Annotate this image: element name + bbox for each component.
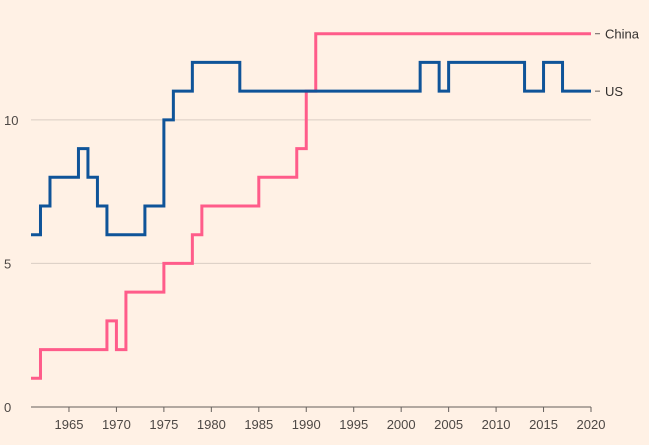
x-axis bbox=[31, 406, 592, 412]
series-label-us: US bbox=[605, 84, 623, 99]
series-lines bbox=[31, 32, 591, 380]
y-tick-label-0: 0 bbox=[4, 400, 11, 415]
x-tick-label-2020: 2020 bbox=[577, 417, 606, 432]
series-label-china: China bbox=[605, 27, 640, 42]
x-tick-label-2005: 2005 bbox=[434, 417, 463, 432]
gridlines bbox=[31, 119, 591, 264]
series-direct-labels: China US bbox=[595, 27, 640, 99]
x-tick-label-1975: 1975 bbox=[149, 417, 178, 432]
x-tick-label-1970: 1970 bbox=[102, 417, 131, 432]
series-line-china bbox=[31, 32, 591, 380]
x-tick-label-1965: 1965 bbox=[55, 417, 84, 432]
x-tick-label-1990: 1990 bbox=[292, 417, 321, 432]
x-tick-label-2010: 2010 bbox=[482, 417, 511, 432]
x-tick-label-2000: 2000 bbox=[387, 417, 416, 432]
x-axis-labels: 1965 1970 1975 1980 1985 1990 1995 2000 2005 2010… bbox=[55, 417, 606, 432]
series-line-us bbox=[31, 60, 591, 237]
x-tick-label-1995: 1995 bbox=[339, 417, 368, 432]
y-tick-label-5: 5 bbox=[4, 256, 11, 271]
x-tick-label-1980: 1980 bbox=[197, 417, 226, 432]
x-tick-label-1985: 1985 bbox=[244, 417, 273, 432]
x-tick-label-2015: 2015 bbox=[529, 417, 558, 432]
y-axis-labels: 0 5 10 bbox=[4, 113, 18, 415]
y-tick-label-10: 10 bbox=[4, 113, 18, 128]
